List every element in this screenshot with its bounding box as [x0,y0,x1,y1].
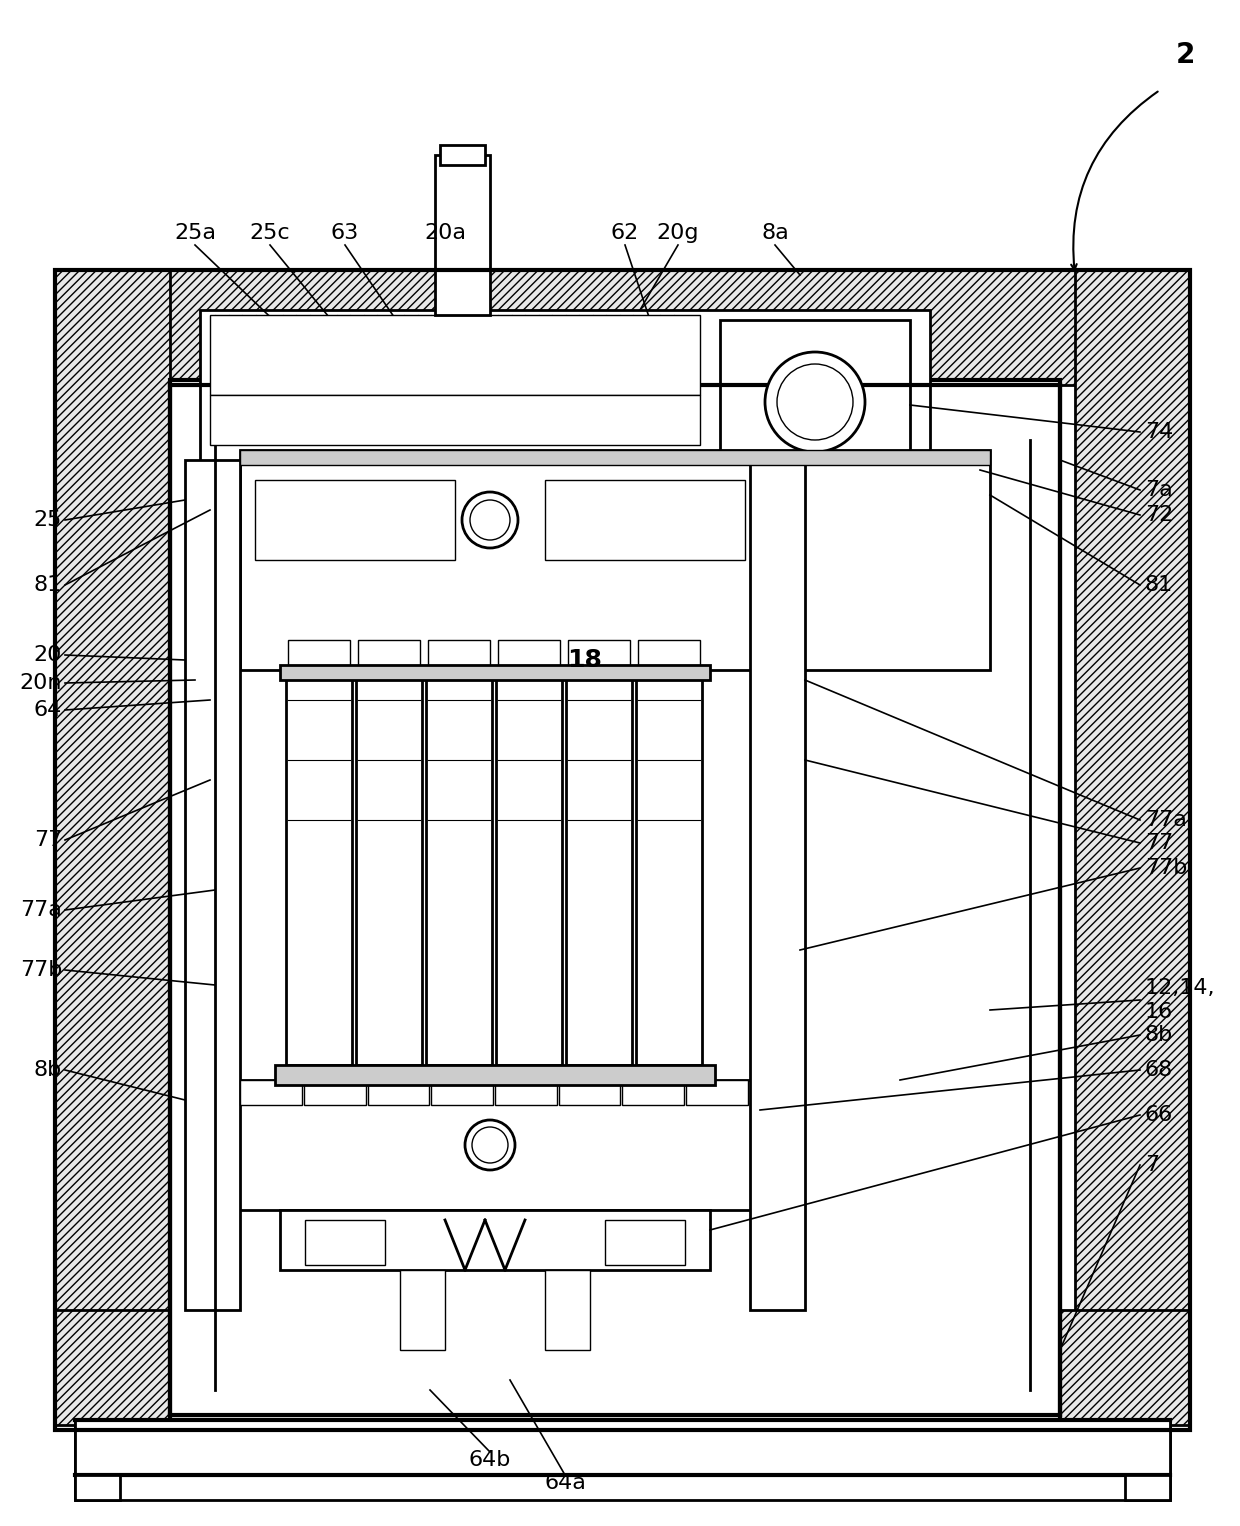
Bar [565,674,632,1065]
Text: 25: 25 [33,510,62,530]
Bar [559,1080,620,1105]
Text: 64a: 64a [544,1473,587,1492]
Text: 64b: 64b [469,1450,511,1470]
Text: 68: 68 [1145,1061,1173,1080]
Circle shape [472,1128,508,1163]
Text: 20n: 20n [20,673,62,693]
Text: 81: 81 [33,575,62,595]
Text: 7a: 7a [1145,481,1173,501]
Bar [304,1080,366,1105]
Bar [229,1080,760,1210]
Bar [435,156,490,314]
Text: 25c: 25c [249,223,290,243]
Bar [55,270,1190,385]
Bar [498,639,560,674]
Text: 2: 2 [1176,41,1194,69]
Bar [241,450,990,670]
Bar [495,1080,557,1105]
Bar [200,310,930,505]
Text: 77b: 77b [20,960,62,980]
Bar [568,639,630,674]
Bar [1075,270,1190,1399]
Text: 12,14,
16: 12,14, 16 [1145,978,1215,1021]
Bar [1125,1476,1171,1500]
Text: 66: 66 [1145,1105,1173,1125]
Text: 25a: 25a [174,223,216,243]
Bar [210,314,701,395]
Bar [367,1080,429,1105]
Bar [720,320,910,485]
Text: 20: 20 [33,645,62,665]
Bar [546,481,745,560]
Bar [185,459,241,1309]
Bar [432,1080,494,1105]
Bar [241,450,990,465]
Text: 63: 63 [331,223,360,243]
Bar [74,1421,1171,1500]
Bar [210,395,701,446]
Text: 77a: 77a [20,900,62,920]
Circle shape [465,1120,515,1170]
Text: 18: 18 [568,649,603,671]
Bar [686,1080,748,1105]
Bar [546,1270,590,1351]
Text: 20a: 20a [424,223,466,243]
Circle shape [470,501,510,540]
Circle shape [765,353,866,452]
Bar [427,674,492,1065]
Bar [358,639,420,674]
Bar [275,1065,715,1085]
Bar [622,1080,684,1105]
Bar [55,270,170,1399]
Bar [636,674,702,1065]
Bar [280,1210,711,1270]
Bar [305,1219,384,1265]
Bar [280,665,711,681]
Text: 8b: 8b [1145,1025,1173,1045]
Bar [428,639,490,674]
Text: 74: 74 [1145,423,1173,443]
Bar [286,674,352,1065]
Bar [401,1270,445,1351]
Text: 77: 77 [33,830,62,850]
Text: 77b: 77b [1145,858,1188,877]
Text: 77: 77 [1145,833,1173,853]
Bar [170,380,1060,1421]
Text: 8b: 8b [33,1061,62,1080]
Text: 72: 72 [1145,505,1173,525]
Bar [750,459,805,1309]
Bar [496,674,562,1065]
Bar [639,639,701,674]
Bar [255,481,455,560]
Text: 20g: 20g [657,223,699,243]
Bar [605,1219,684,1265]
Bar [288,639,350,674]
Text: 81: 81 [1145,575,1173,595]
Text: 8a: 8a [761,223,789,243]
Bar [55,1309,1190,1425]
Bar [74,1476,120,1500]
Bar [356,674,422,1065]
Text: 7: 7 [1145,1155,1159,1175]
Bar [74,1421,1171,1476]
Circle shape [463,491,518,548]
Circle shape [777,365,853,439]
Text: 62: 62 [611,223,639,243]
Bar [55,270,1190,1430]
Bar [241,1080,301,1105]
Text: 64: 64 [33,700,62,720]
Bar [440,145,485,165]
Text: 77a: 77a [1145,810,1187,830]
